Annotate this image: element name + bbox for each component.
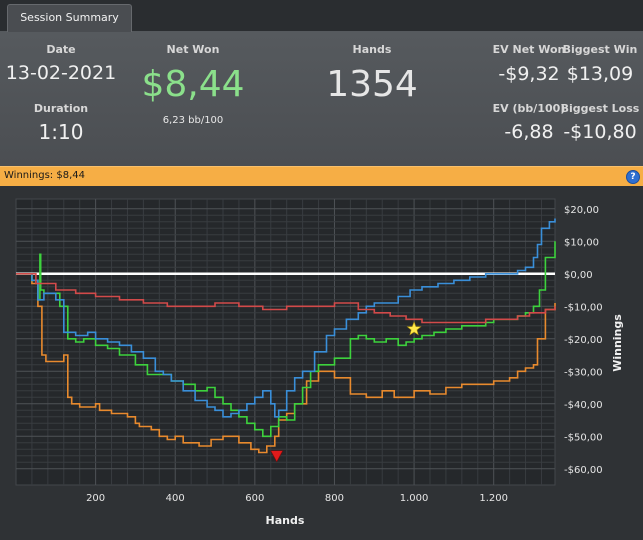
series-red: [16, 273, 556, 324]
y-tick-label: -$50,00: [564, 432, 603, 443]
ev-bb-value: -6,88: [504, 121, 554, 143]
winnings-title: Winnings: $8,44: [4, 170, 85, 181]
biggest-loss-value: -$10,80: [563, 121, 637, 143]
tab-bar: Session Summary: [0, 0, 643, 32]
x-axis: 200 400 600 800 1.000 1.200: [86, 493, 508, 504]
y-tick-label: $10,00: [564, 237, 599, 248]
y-tick-label: $0,00: [564, 270, 593, 281]
net-won-bb: 6,23 bb/100: [162, 115, 224, 126]
summary-panel: Date 13-02-2021 Duration 1:10 Net Won $8…: [0, 32, 643, 166]
low-point-marker: [270, 450, 284, 463]
markers: [270, 321, 422, 463]
hands-label: Hands: [352, 43, 392, 56]
series-orange: [16, 273, 556, 454]
x-tick-label: 600: [245, 493, 264, 504]
x-tick-label: 200: [86, 493, 105, 504]
biggest-loss-label: Biggest Loss: [560, 102, 640, 115]
y-axis: $20,00 $10,00 $0,00 -$10,00 -$20,00 -$30,00 -$…: [564, 205, 603, 476]
plot-area: [15, 198, 556, 486]
chart-area: $20,00 $10,00 $0,00 -$10,00 -$20,00 -$30,00 -$…: [0, 186, 643, 536]
winnings-chart: $20,00 $10,00 $0,00 -$10,00 -$20,00 -$30,00 -$…: [15, 198, 624, 527]
ev-bb-label: EV (bb/100): [492, 102, 566, 115]
help-icon[interactable]: ?: [626, 170, 640, 184]
date-label: Date: [46, 43, 76, 56]
series-blue: [16, 218, 556, 418]
tab-session-summary[interactable]: Session Summary: [7, 4, 132, 32]
x-tick-label: 1.200: [479, 493, 508, 504]
biggest-win-value: $13,09: [566, 63, 634, 85]
biggest-win-label: Biggest Win: [562, 43, 638, 56]
series-green: [16, 241, 556, 438]
series-lines: [16, 218, 556, 454]
duration-label: Duration: [33, 102, 89, 115]
net-won-value: $8,44: [141, 64, 245, 105]
net-won-label: Net Won: [166, 43, 220, 56]
y-tick-label: -$30,00: [564, 367, 603, 378]
hands-value: 1354: [326, 64, 418, 105]
y-tick-label: -$10,00: [564, 302, 603, 313]
star-marker: [406, 321, 422, 336]
x-tick-label: 800: [325, 493, 344, 504]
x-axis-label: Hands: [266, 514, 305, 527]
y-axis-label: Winnings: [611, 314, 624, 372]
date-value: 13-02-2021: [5, 62, 117, 84]
x-tick-label: 1.000: [400, 493, 429, 504]
y-tick-label: -$20,00: [564, 335, 603, 346]
ev-net-won-value: -$9,32: [498, 63, 560, 85]
y-tick-label: $20,00: [564, 205, 599, 216]
ev-net-won-label: EV Net Won: [492, 43, 566, 56]
y-tick-label: -$40,00: [564, 400, 603, 411]
duration-value: 1:10: [38, 120, 84, 144]
x-tick-label: 400: [166, 493, 185, 504]
winnings-header: Winnings: $8,44 ?: [0, 166, 643, 186]
y-tick-label: -$60,00: [564, 465, 603, 476]
